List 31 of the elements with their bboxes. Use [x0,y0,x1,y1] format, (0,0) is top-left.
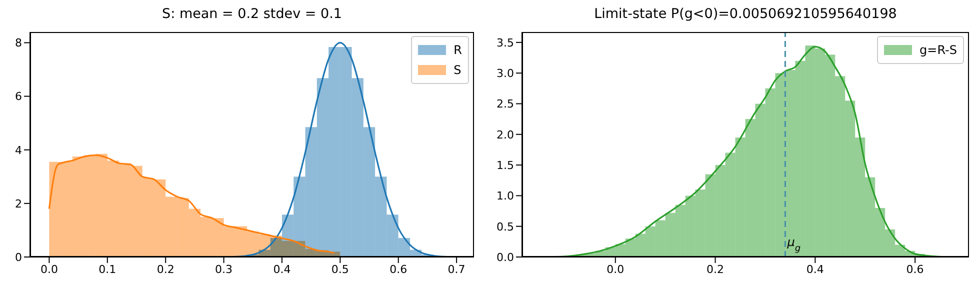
x-tick-label: 0.7 [448,262,466,276]
legend-label: g=R-S [920,42,957,59]
ref-line-label: μ$_{g}$ [786,235,801,254]
x-tick-label: 0.2 [156,262,174,276]
y-tick-label: 1.0 [496,190,514,203]
x-tick-label: 0.1 [98,262,116,276]
y-tick-label: 8 [15,36,22,50]
x-tick-label: 0.0 [606,262,624,276]
y-tick-label: 2 [15,197,22,210]
x-tick-label: 0.5 [331,262,349,276]
x-tick-label: 0.0 [40,262,58,276]
x-tick-label: 0.4 [273,262,291,276]
y-tick-label: 6 [15,90,22,104]
x-tick-label: 0.6 [390,262,408,276]
y-tick-label: 0.5 [496,220,514,234]
x-tick-label: 0.3 [215,262,233,276]
y-tick-label: 2.0 [496,128,514,142]
legend-label: S [454,62,462,79]
y-tick-label: 3.0 [496,66,514,80]
x-tick-label: 0.4 [806,262,824,276]
y-tick-label: 4 [15,144,22,157]
x-tick-label: 0.2 [706,262,724,276]
chart-title: Limit-state P(g<0)=0.005069210595640198 [593,6,898,22]
y-tick-label: 0 [15,250,22,264]
y-tick-label: 0.0 [496,250,514,264]
y-tick-label: 2.5 [496,98,514,111]
legend-label: R [454,42,462,59]
y-tick-label: 1.5 [496,158,514,172]
x-tick-label: 0.6 [906,262,924,276]
y-tick-label: 3.5 [496,36,514,50]
chart-title: S: mean = 0.2 stdev = 0.1 [161,6,343,22]
